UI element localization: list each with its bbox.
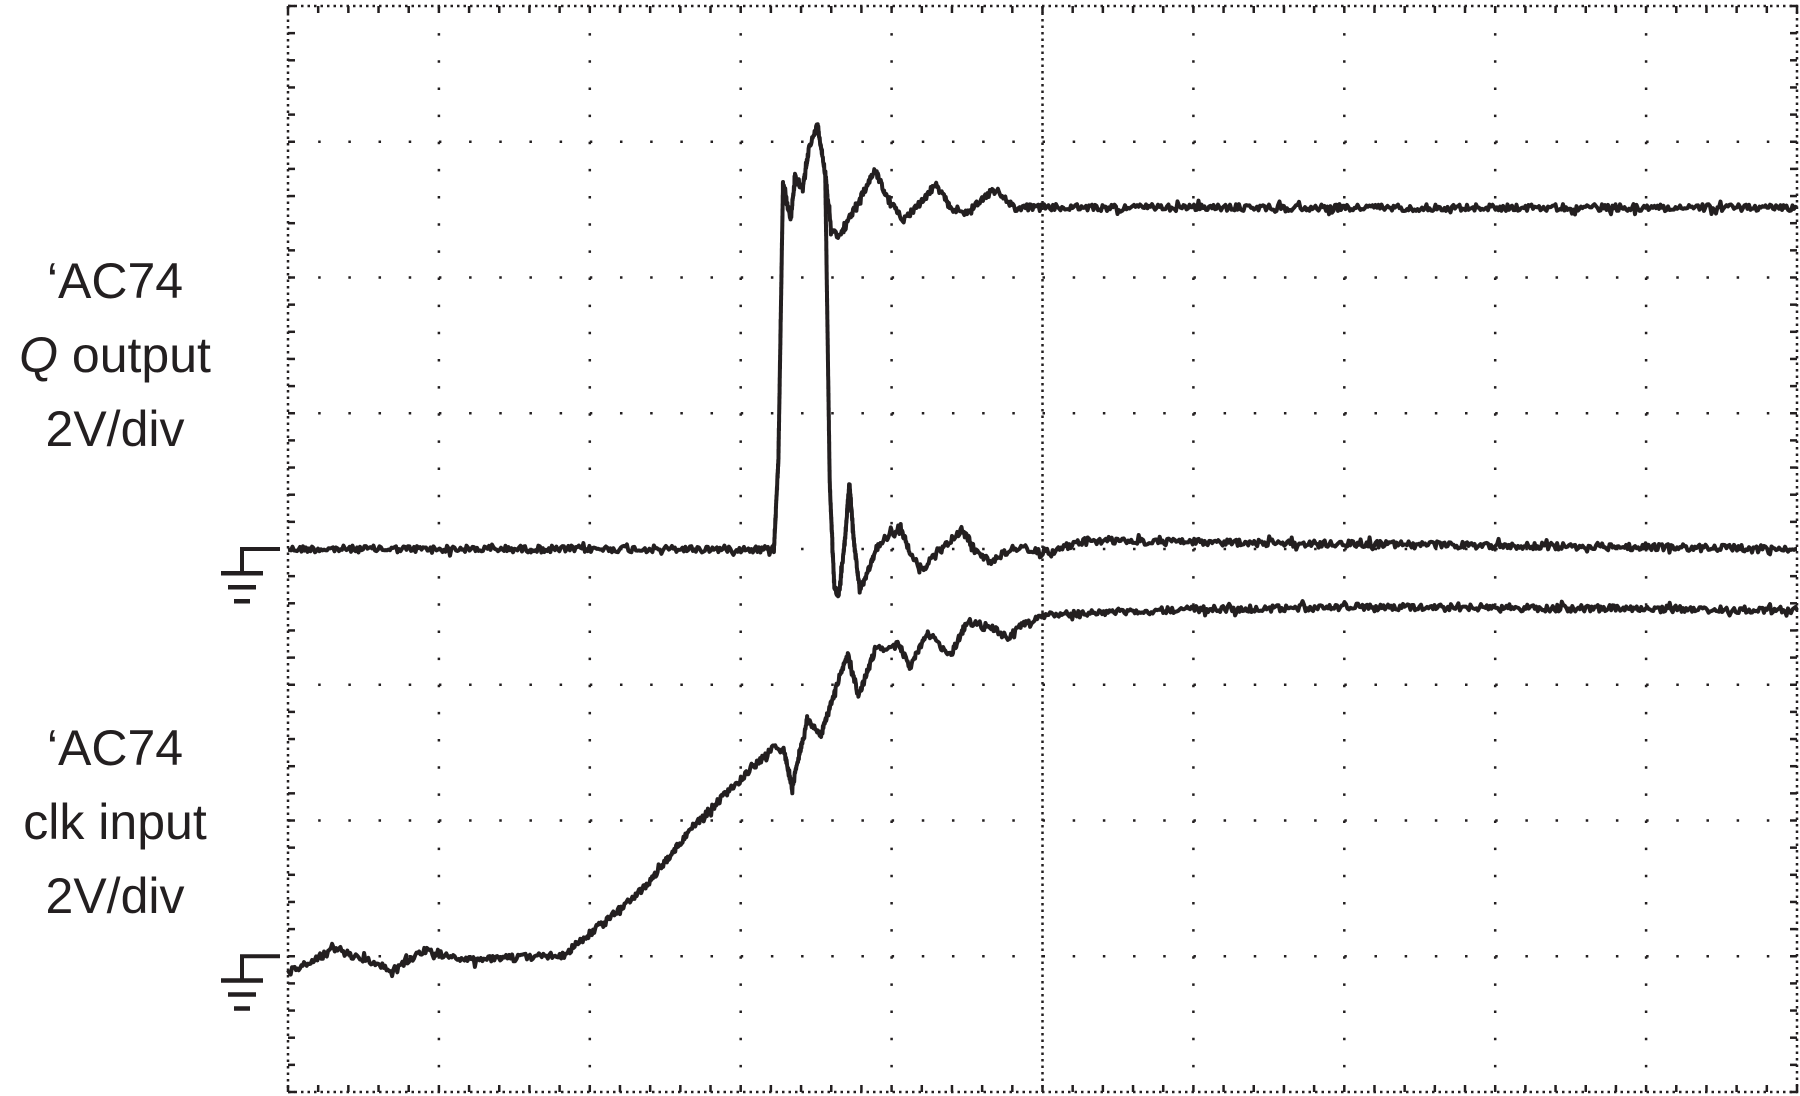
clk-input-label-scale: 2V/div bbox=[45, 868, 185, 924]
q-output-trace-glitch bbox=[823, 172, 1798, 599]
q-output-label-chip: ‘AC74 bbox=[46, 253, 184, 309]
traces bbox=[286, 122, 1799, 979]
ground-icon-bar bbox=[221, 571, 263, 576]
clk-input-label: ‘AC74 clk input 2V/div bbox=[0, 723, 235, 945]
ground-icon-bar bbox=[221, 978, 263, 983]
clk-input-label-signal: clk input bbox=[23, 794, 207, 850]
ground-icon-bar bbox=[228, 585, 256, 590]
ground-icon-bar bbox=[228, 992, 256, 997]
ground-icon bbox=[221, 954, 280, 1011]
ground-icon bbox=[221, 547, 280, 604]
ground-icon-bar bbox=[234, 1006, 250, 1011]
ground-icon-stem bbox=[240, 954, 280, 981]
q-symbol: Q bbox=[19, 327, 58, 383]
clk-input-label-chip: ‘AC74 bbox=[46, 720, 184, 776]
ground-icon-stem bbox=[240, 547, 280, 573]
q-output-label-rest: output bbox=[58, 327, 211, 383]
clk-input-trace bbox=[286, 599, 1799, 979]
ground-markers bbox=[221, 547, 280, 1011]
q-output-trace-high bbox=[287, 122, 1798, 558]
q-output-label-signal: Q output bbox=[0, 330, 235, 404]
q-output-label: ‘AC74 Q output 2V/div bbox=[0, 256, 235, 478]
q-output-label-scale: 2V/div bbox=[45, 401, 185, 457]
ground-icon-bar bbox=[234, 599, 250, 604]
